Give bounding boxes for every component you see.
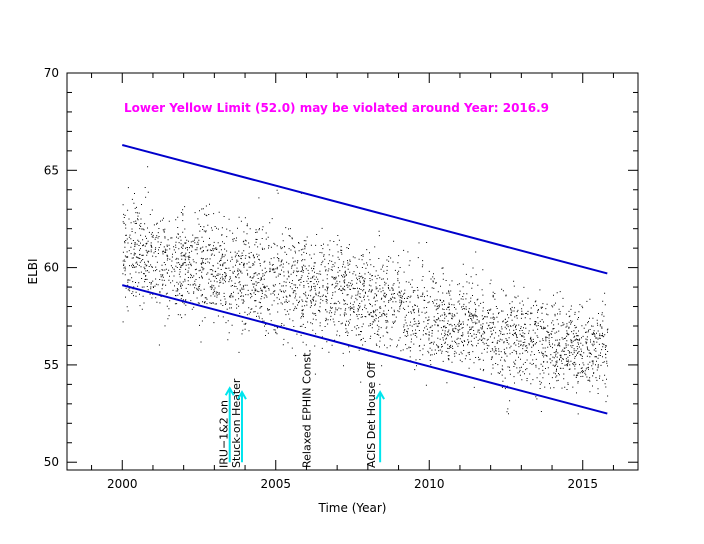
event-annotations: IRU−1&2 on Stuck-on Heater Relaxed EPHIN C… xyxy=(218,349,385,468)
event-annotation: ACIS Det House Off xyxy=(365,362,378,468)
data-points xyxy=(122,166,609,415)
y-tick-label: 50 xyxy=(44,455,59,469)
scatter-points xyxy=(122,166,609,415)
y-tick-label: 55 xyxy=(44,358,59,372)
y-tick-label: 70 xyxy=(44,66,59,80)
x-tick-label: 2000 xyxy=(107,477,138,491)
y-tick-label: 65 xyxy=(44,163,59,177)
y-tick-label: 60 xyxy=(44,261,59,275)
event-arrow-head xyxy=(375,390,385,400)
trend-lines xyxy=(122,144,608,415)
x-tick-label: 2015 xyxy=(567,477,598,491)
x-tick-label: 2005 xyxy=(260,477,291,491)
event-annotation: IRU−1&2 on xyxy=(218,400,231,468)
event-arrow-head xyxy=(237,390,247,400)
lower-trend-line xyxy=(122,284,608,415)
plot-frame xyxy=(66,72,639,471)
warning-message: Lower Yellow Limit (52.0) may be violate… xyxy=(124,101,549,115)
x-axis-label: Time (Year) xyxy=(318,501,387,515)
axis-ticks: 2000 2005 2010 2015 50 55 60 65 70 xyxy=(44,66,638,491)
y-axis-label: ELBI xyxy=(26,258,40,284)
event-arrow-head xyxy=(224,386,235,396)
upper-trend-line xyxy=(122,144,608,275)
event-annotation: Stuck-on Heater xyxy=(230,378,243,468)
event-annotation: Relaxed EPHIN Const. xyxy=(300,349,313,468)
x-tick-label: 2010 xyxy=(414,477,445,491)
